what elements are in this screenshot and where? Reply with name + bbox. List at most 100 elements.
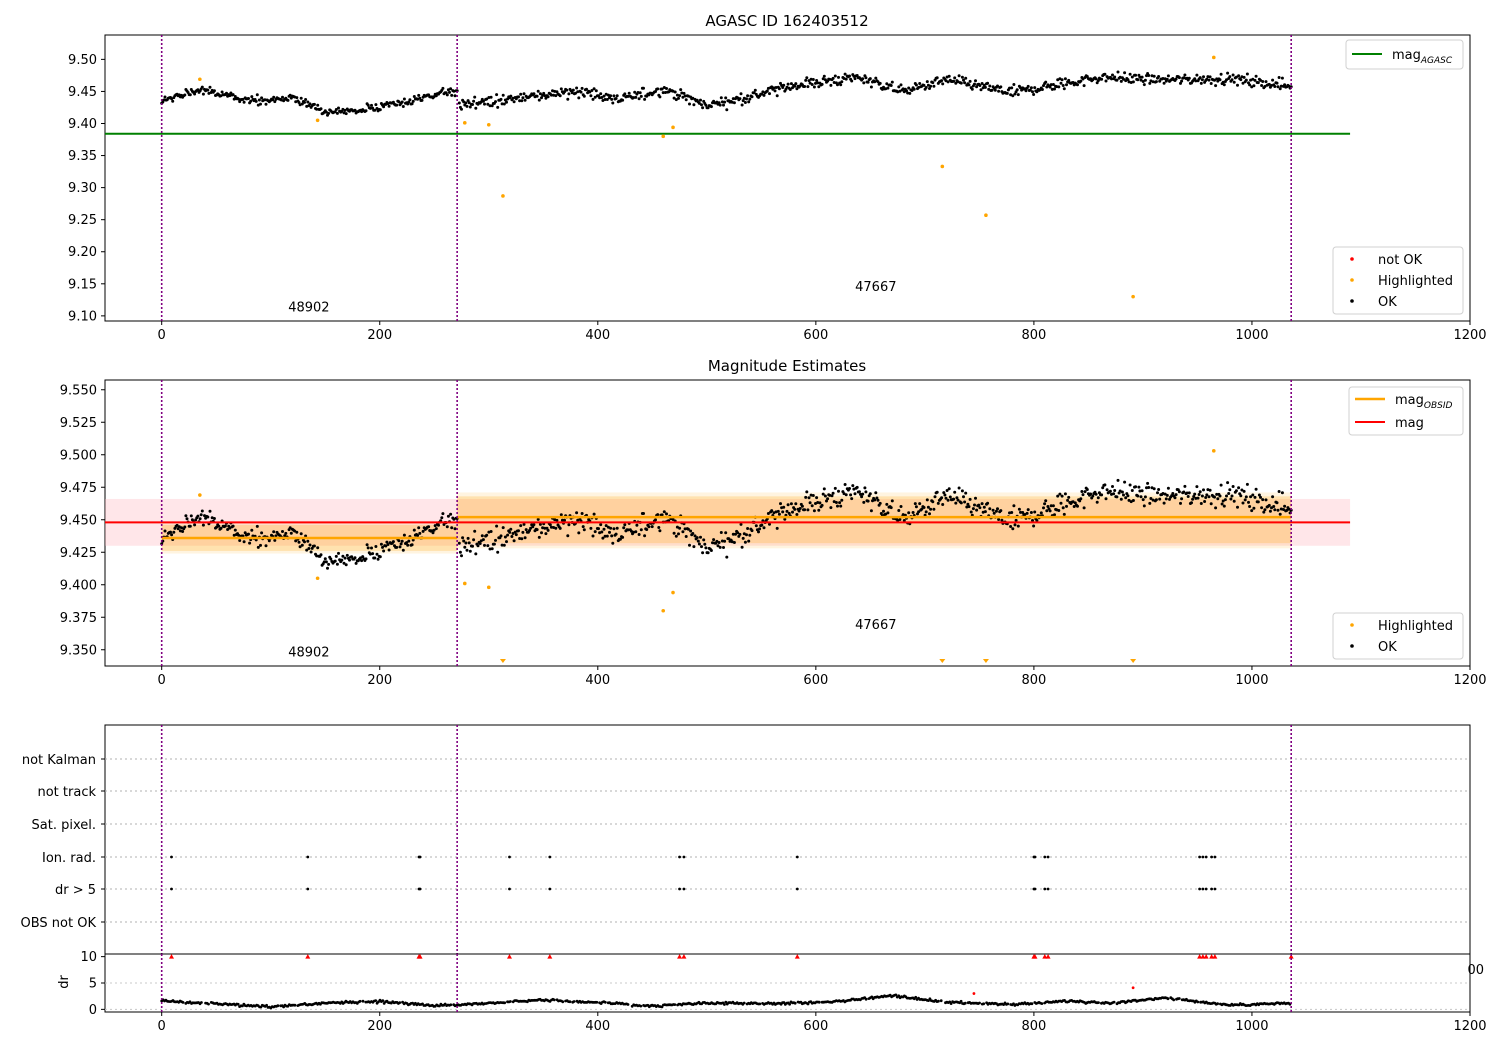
ok-point [509, 527, 513, 531]
ok-point [299, 96, 303, 100]
dr-point [937, 999, 940, 1003]
ok-point [1166, 486, 1170, 490]
dr-point [788, 1002, 791, 1006]
ok-point [1177, 490, 1181, 494]
ok-point [681, 530, 685, 534]
ok-point [1058, 492, 1062, 496]
ok-point [637, 97, 641, 101]
ok-point [220, 90, 224, 94]
ok-point [889, 84, 893, 87]
ok-point [793, 507, 797, 511]
ok-point [1283, 504, 1287, 508]
ok-point [775, 526, 779, 530]
ok-point [418, 96, 422, 100]
flag-point [682, 887, 686, 891]
ok-point [1096, 79, 1100, 83]
ok-point [486, 544, 490, 548]
ok-point [373, 556, 377, 560]
legend-label: mag [1395, 393, 1424, 408]
ok-point [1257, 493, 1261, 497]
ok-point [1206, 75, 1210, 79]
ok-point [1039, 511, 1043, 515]
dr-point [626, 1003, 630, 1006]
ok-point [745, 97, 748, 101]
ok-point [732, 541, 736, 544]
ok-point [183, 93, 187, 97]
ok-point [811, 78, 815, 81]
ok-point [1177, 76, 1181, 80]
ok-point [1091, 494, 1095, 498]
ok-point [1057, 509, 1061, 512]
ok-point [1242, 75, 1246, 79]
ok-point [460, 107, 463, 111]
ok-point [614, 532, 618, 536]
ok-point [250, 95, 254, 99]
ok-point [957, 486, 961, 490]
ok-point [945, 489, 949, 492]
ok-point [839, 504, 843, 508]
ok-point [946, 498, 950, 502]
ok-point [255, 93, 259, 97]
ok-point [962, 495, 965, 499]
ok-point [1231, 485, 1235, 488]
ok-point [259, 543, 262, 547]
ok-point [626, 528, 630, 532]
ok-point [1218, 78, 1222, 82]
ok-point [1011, 94, 1015, 98]
ok-point [510, 535, 514, 538]
ok-point [626, 94, 630, 98]
ok-point [327, 111, 331, 115]
panel-dr: 0 200 400 600 800 1000 1200 0 5 10 dr [57, 950, 1487, 1034]
ok-point [1226, 71, 1230, 75]
ok-point [622, 526, 626, 530]
ok-point [952, 497, 956, 501]
ok-point [862, 500, 866, 504]
highlighted-point [1131, 294, 1135, 299]
ok-point [656, 513, 660, 517]
ok-point [181, 530, 185, 533]
ok-point [954, 81, 958, 85]
ok-point [678, 526, 682, 530]
ok-point [691, 532, 695, 535]
legend-label: mag [1392, 48, 1421, 63]
ok-point [752, 91, 756, 95]
ok-point [1213, 78, 1216, 82]
ok-point [760, 523, 764, 527]
flag-point [1204, 855, 1208, 859]
ok-point [851, 484, 855, 488]
ok-point [1138, 75, 1142, 79]
ok-point [281, 530, 284, 533]
out-of-range-marker [1130, 659, 1137, 663]
dr-point [568, 1000, 572, 1004]
ok-point [1071, 500, 1075, 504]
ok-point [1115, 78, 1119, 82]
ok-point [354, 561, 358, 565]
ok-point [788, 88, 792, 91]
panel-magnitude-estimates: Magnitude Estimates 0 200 400 600 800 1000 120… [60, 357, 1487, 688]
ok-point [1261, 498, 1265, 502]
ok-point [1280, 491, 1284, 495]
ok-point [643, 97, 647, 101]
ok-point [257, 98, 261, 102]
ok-point [762, 93, 766, 97]
y-tick-label: 9.25 [68, 213, 97, 228]
ok-point [1060, 78, 1064, 82]
ok-point [1234, 489, 1238, 493]
ok-point [1061, 84, 1065, 87]
ok-point [1207, 495, 1211, 499]
ok-point [724, 531, 728, 535]
ok-point [970, 87, 974, 91]
y-tick-label: 9.40 [68, 117, 97, 132]
ok-point [238, 539, 242, 542]
ok-point [1267, 503, 1271, 507]
ok-point [376, 557, 380, 561]
ok-point [1131, 80, 1135, 84]
ok-point [329, 557, 333, 561]
ok-point [718, 545, 722, 549]
x-tick-label: 0 [158, 1019, 166, 1034]
ok-point [1095, 500, 1099, 504]
ok-point [795, 513, 799, 516]
ok-point [855, 485, 859, 489]
ok-point [716, 544, 720, 548]
ok-point [805, 76, 809, 80]
